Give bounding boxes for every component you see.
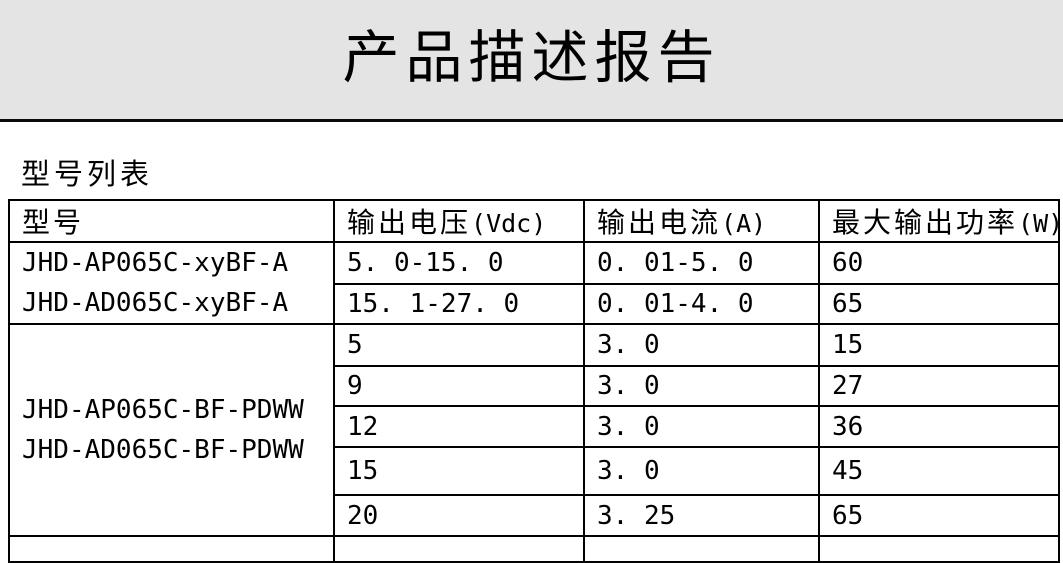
- current-cell: 3. 0: [583, 323, 820, 367]
- header-model-label: 型号: [22, 208, 85, 239]
- header-model: 型号: [8, 199, 335, 243]
- table-row: 15. 1-27. 0 0. 01-4. 0 65: [9, 283, 1060, 325]
- model-name: JHD-AP065C-xyBF-A: [22, 248, 289, 278]
- voltage-cell: 20: [333, 494, 585, 537]
- model-list-table: 型号 输出电压(Vdc) 输出电流(A) 最大输出功率(W) JHD-AP065…: [8, 199, 1060, 563]
- table-header-row: 型号 输出电压(Vdc) 输出电流(A) 最大输出功率(W): [8, 199, 1060, 243]
- model-cell: [8, 535, 335, 563]
- table-row: 9 3. 0 27: [9, 365, 1060, 407]
- table-row: 12 3. 0 36: [9, 405, 1060, 448]
- power-cell: 36: [818, 405, 1060, 448]
- voltage-cell: 15: [333, 446, 585, 496]
- table-row: JHD-AP065C-xyBF-A JHD-AD065C-xyBF-A 5. 0…: [8, 240, 1060, 325]
- current-cell: 3. 25: [583, 494, 820, 537]
- report-title: 产品描述报告: [342, 26, 721, 90]
- report-header-band: 产品描述报告: [0, 0, 1063, 122]
- power-cell: 65: [818, 283, 1060, 325]
- current-cell: 3. 0: [583, 405, 820, 448]
- current-cell: 3. 0: [583, 446, 820, 496]
- model-name: JHD-AP065C-BF-PDWW: [22, 395, 304, 425]
- table-row: 15 3. 0 45: [9, 446, 1060, 496]
- header-current-label: 输出电流: [597, 208, 722, 239]
- current-cell: [583, 535, 820, 563]
- current-cell: 3. 0: [583, 365, 820, 407]
- current-cell: 0. 01-5. 0: [583, 240, 820, 286]
- model-name: JHD-AD065C-xyBF-A: [22, 288, 289, 318]
- power-cell: [818, 535, 1060, 563]
- power-cell: 27: [818, 365, 1060, 407]
- power-cell: 45: [818, 446, 1060, 496]
- table-row-partial: [8, 535, 1060, 563]
- power-cell: 60: [818, 240, 1060, 286]
- voltage-cell: 5: [333, 323, 585, 367]
- voltage-cell: 5. 0-15. 0: [333, 240, 585, 286]
- header-power-label: 最大输出功率: [832, 208, 1019, 239]
- header-voltage: 输出电压(Vdc): [333, 199, 585, 243]
- table-row: JHD-AP065C-BF-PDWW JHD-AD065C-BF-PDWW 5 …: [8, 323, 1060, 537]
- voltage-cell: 12: [333, 405, 585, 448]
- header-current: 输出电流(A): [583, 199, 820, 243]
- header-voltage-label: 输出电压: [347, 208, 472, 239]
- model-cell-group1: JHD-AP065C-xyBF-A JHD-AD065C-xyBF-A: [8, 241, 335, 325]
- power-cell: 15: [818, 323, 1060, 367]
- current-cell: 0. 01-4. 0: [583, 283, 820, 325]
- section-label-model-list: 型号列表: [21, 159, 154, 191]
- model-name: JHD-AD065C-BF-PDWW: [22, 435, 304, 465]
- header-power: 最大输出功率(W): [818, 199, 1060, 243]
- voltage-cell: 15. 1-27. 0: [333, 283, 585, 325]
- voltage-cell: [333, 535, 585, 563]
- model-cell-group2: JHD-AP065C-BF-PDWW JHD-AD065C-BF-PDWW: [8, 323, 335, 537]
- power-cell: 65: [818, 494, 1060, 537]
- voltage-cell: 9: [333, 365, 585, 407]
